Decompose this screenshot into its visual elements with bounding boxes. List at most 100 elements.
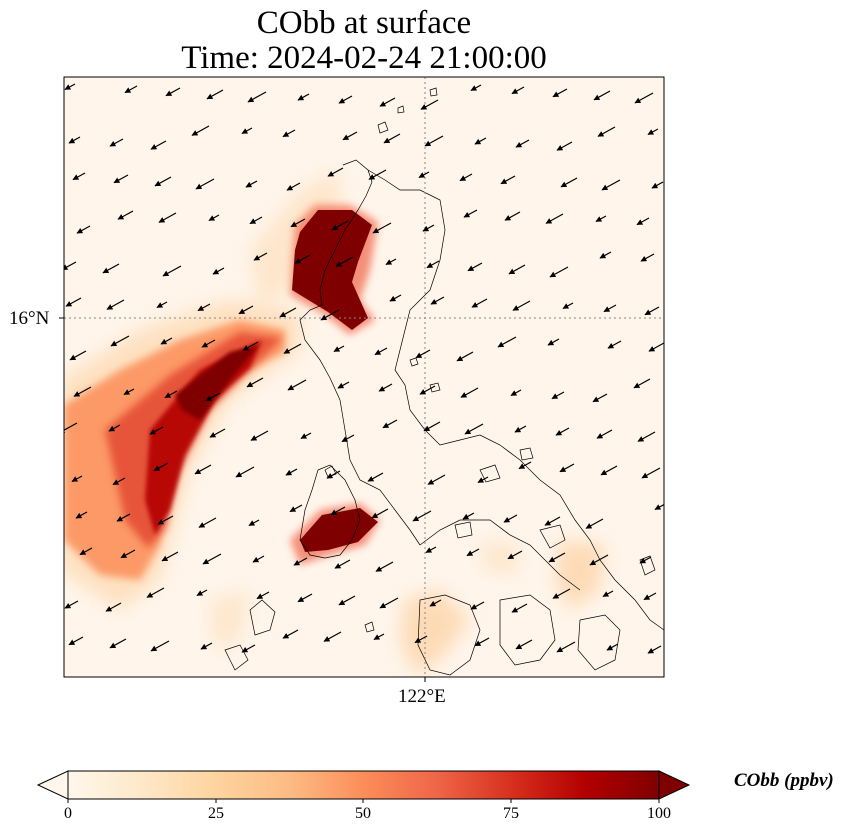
map-title-line2: Time: 2024-02-24 21:00:00: [181, 40, 547, 76]
wind-arrow: [150, 140, 167, 150]
wind-arrow: [197, 303, 211, 312]
wind-arrow: [430, 296, 445, 305]
wind-arrow: [551, 391, 565, 400]
wind-arrow: [68, 136, 81, 144]
wind-arrow: [212, 267, 225, 275]
wind-arrow: [426, 260, 440, 269]
wind-arrow: [647, 128, 659, 136]
wind-arrow: [196, 589, 208, 597]
wind-arrow: [556, 141, 573, 151]
wind-arrow: [64, 422, 78, 434]
wind-arrow: [559, 463, 575, 473]
wind-arrow: [279, 307, 297, 318]
wind-arrow: [238, 305, 254, 315]
wind-arrow: [643, 592, 657, 601]
wind-arrow: [648, 342, 664, 352]
wind-arrow: [562, 302, 574, 310]
wind-arrow: [603, 304, 617, 313]
wind-arrow: [389, 294, 402, 302]
wind-arrow: [378, 383, 393, 392]
wind-arrow: [371, 508, 389, 519]
wind-arrow: [153, 462, 169, 472]
wind-arrow: [69, 350, 87, 361]
wind-arrow: [379, 97, 396, 107]
wind-arrow: [334, 559, 351, 569]
wind-arrow: [289, 504, 303, 513]
colorbar-tick-50: 50: [355, 805, 371, 822]
wind-arrow: [335, 256, 354, 267]
wind-arrow: [64, 600, 79, 609]
wind-arrow: [108, 424, 121, 432]
wind-arrow: [414, 635, 428, 644]
wind-arrow: [644, 306, 660, 316]
wind-arrow: [511, 86, 525, 95]
wind-arrow: [205, 392, 221, 402]
wind-arrow: [194, 464, 212, 475]
wind-arrow: [241, 127, 253, 135]
wind-arrow: [429, 599, 442, 607]
wind-arrow: [544, 516, 561, 526]
wind-arrow: [113, 174, 129, 184]
wind-arrow: [109, 638, 127, 649]
wind-arrow: [385, 258, 397, 266]
wind-arrow: [420, 99, 439, 110]
wind-arrow: [246, 377, 264, 388]
wind-arrow: [68, 636, 84, 646]
wind-arrow: [470, 84, 482, 92]
wind-arrow: [72, 172, 86, 181]
wind-arrow: [634, 92, 654, 104]
wind-arrow: [201, 339, 216, 348]
colorbar: [36, 770, 691, 803]
map-panel: [59, 76, 665, 682]
wind-arrow: [337, 381, 350, 389]
wind-arrow: [294, 254, 311, 264]
wind-arrow: [375, 561, 394, 572]
wind-arrow: [425, 546, 437, 554]
wind-arrow: [110, 335, 130, 347]
wind-arrow: [467, 262, 483, 272]
wind-arrow: [511, 603, 528, 613]
wind-arrow: [112, 477, 126, 486]
wind-arrow: [287, 379, 307, 391]
wind-arrow: [383, 133, 401, 144]
wind-arrow: [636, 217, 650, 226]
cobb-concentration-field: [64, 170, 605, 675]
wind-arrow: [474, 637, 490, 647]
wind-arrow: [463, 209, 478, 218]
wind-arrow: [198, 517, 217, 528]
wind-arrow: [549, 266, 569, 278]
wind-arrow: [146, 587, 165, 598]
wind-arrow: [593, 90, 611, 101]
wind-vectors: [64, 83, 664, 654]
wind-arrow: [585, 518, 604, 529]
wind-arrow: [252, 555, 265, 563]
wind-arrow: [419, 385, 436, 395]
wind-arrow: [637, 431, 656, 442]
wind-arrow: [283, 343, 302, 354]
wind-arrow: [331, 220, 349, 231]
wind-arrow: [253, 252, 268, 261]
wind-arrow: [164, 390, 178, 399]
wind-arrow: [470, 601, 485, 610]
wind-arrow: [548, 552, 566, 563]
wind-arrow: [552, 88, 568, 98]
wind-arrow: [412, 510, 432, 522]
wind-arrow: [607, 340, 622, 349]
wind-arrow: [500, 175, 516, 185]
wind-arrow: [76, 225, 91, 234]
wind-arrow: [477, 476, 489, 484]
wind-arrow: [162, 265, 182, 277]
colorbar-max-extend: [658, 770, 691, 800]
wind-arrow: [250, 430, 269, 441]
wind-arrow: [286, 182, 301, 191]
longitude-tick-label: 122°E: [398, 686, 446, 707]
wind-arrow: [515, 139, 530, 148]
wind-arrow: [282, 129, 296, 138]
wind-arrow: [427, 474, 446, 485]
wind-arrow: [555, 427, 570, 436]
wind-arrow: [641, 467, 661, 479]
colorbar-tick-25: 25: [208, 805, 224, 822]
wind-arrow: [654, 503, 664, 511]
wind-arrow: [326, 470, 341, 479]
wind-arrow: [157, 515, 174, 525]
